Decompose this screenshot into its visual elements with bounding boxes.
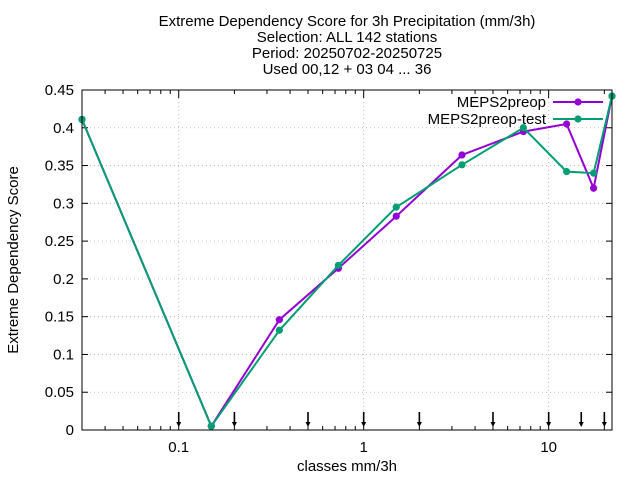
- x-tick-label: 1: [360, 439, 368, 456]
- threshold-marker-head: [490, 422, 496, 427]
- legend-swatch-point: [574, 98, 582, 106]
- threshold-marker-head: [578, 422, 584, 427]
- series-point-0: [562, 120, 571, 128]
- axes: 0 0.05 0.1 0.15 0.2 0.25 0.3 0.35 0.4 0.45 0.1 1 10: [45, 82, 612, 456]
- x-tick-label: 10: [540, 439, 557, 456]
- y-tick-label: 0.3: [53, 195, 74, 212]
- series-line-1: [81, 95, 613, 429]
- y-tick-label: 0.05: [45, 384, 74, 401]
- series-line-0: [81, 95, 613, 429]
- threshold-marker-head: [416, 422, 422, 427]
- title-line-4: Used 00,12 + 03 04 ... 36: [263, 61, 432, 78]
- x-axis-label: classes mm/3h: [297, 458, 397, 475]
- threshold-marker-head: [601, 422, 607, 427]
- series-point-1: [392, 203, 400, 211]
- legend-label: MEPS2preop-test: [428, 111, 547, 128]
- legend-label: MEPS2preop: [457, 94, 546, 111]
- series-point-1: [207, 422, 215, 430]
- x-tick-label: 0.1: [168, 439, 189, 456]
- y-axis-label: Extreme Dependency Score: [5, 166, 22, 354]
- y-tick-label: 0.45: [45, 82, 74, 99]
- legend-swatch-point: [574, 115, 582, 123]
- series-point-0: [275, 316, 283, 324]
- series-point-1: [458, 161, 466, 169]
- threshold-markers: [176, 412, 607, 427]
- title-line-2: Selection: ALL 142 stations: [257, 29, 437, 46]
- series-lines: [78, 92, 616, 430]
- y-tick-label: 0.4: [53, 120, 74, 137]
- threshold-marker-head: [546, 422, 552, 427]
- series-point-1: [519, 124, 527, 132]
- y-tick-label: 0.15: [45, 309, 74, 326]
- grid-lines: [82, 90, 612, 430]
- series-point-1: [590, 169, 598, 177]
- y-tick-label: 0.35: [45, 158, 74, 175]
- y-tick-label: 0.2: [53, 271, 74, 288]
- threshold-marker-head: [361, 422, 367, 427]
- series-point-1: [334, 261, 343, 269]
- threshold-marker-head: [176, 422, 182, 427]
- series-point-0: [392, 212, 400, 220]
- series-point-1: [275, 326, 283, 334]
- y-tick-label: 0.25: [45, 233, 74, 250]
- title-line-1: Extreme Dependency Score for 3h Precipit…: [159, 13, 536, 30]
- plot-frame: [81, 89, 613, 431]
- chart-title: Extreme Dependency Score for 3h Precipit…: [159, 13, 536, 78]
- threshold-marker-head: [305, 422, 311, 427]
- series-point-0: [458, 151, 466, 159]
- threshold-marker-head: [231, 422, 237, 427]
- series-point-0: [590, 184, 598, 192]
- title-line-3: Period: 20250702-20250725: [252, 45, 442, 62]
- y-tick-label: 0.1: [53, 346, 74, 363]
- series-point-1: [562, 168, 571, 176]
- y-tick-label: 0: [66, 422, 74, 439]
